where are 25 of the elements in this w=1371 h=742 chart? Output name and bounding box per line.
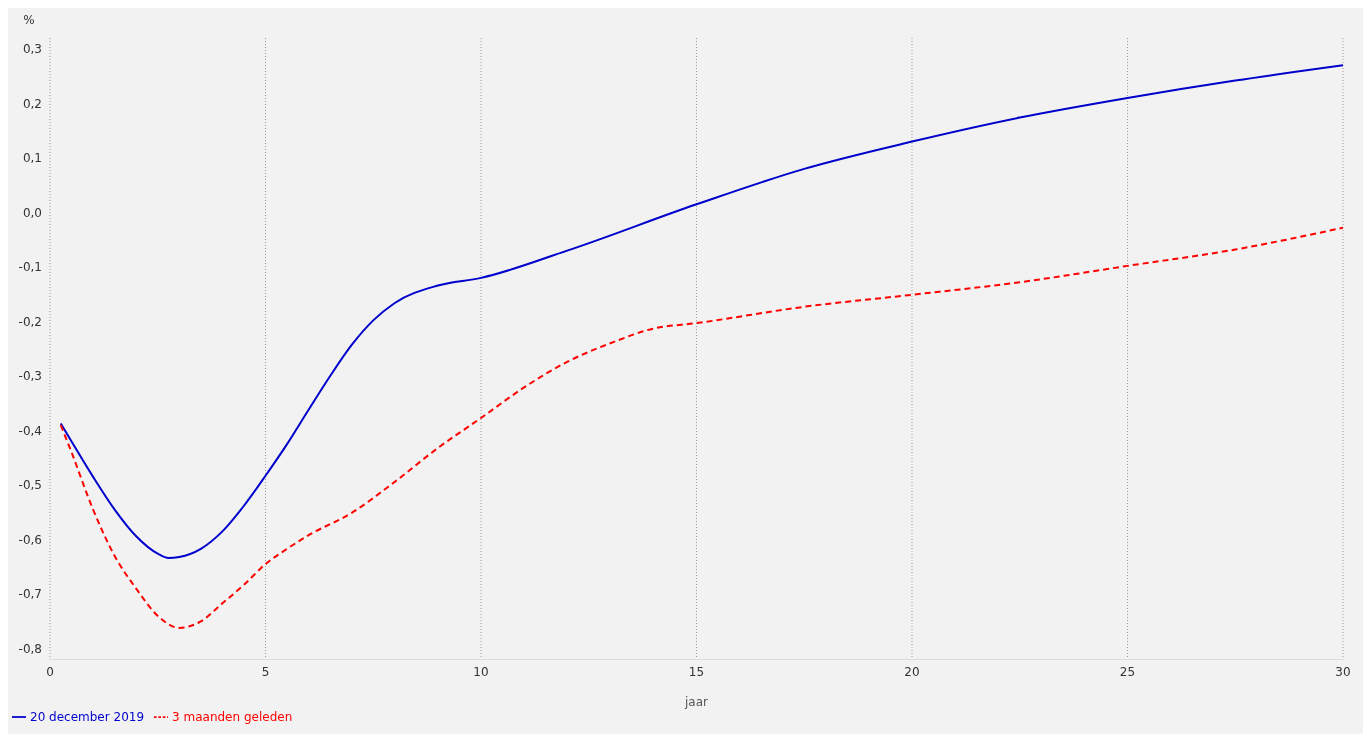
y-tick-label: -0,7 (18, 587, 42, 602)
x-tick-label: 20 (904, 665, 920, 680)
y-tick-label: -0,6 (18, 532, 42, 547)
x-tick-label: 10 (473, 665, 489, 680)
line-series (59, 64, 1343, 560)
y-tick-label: -0,4 (18, 423, 42, 438)
x-tick-label: 30 (1335, 665, 1351, 680)
legend-label: 3 maanden geleden (172, 709, 293, 724)
y-tick-label: 0,0 (22, 205, 42, 220)
x-tick-label: 0 (46, 665, 54, 680)
x-axis-title: jaar (684, 694, 709, 709)
y-tick-label: 0,2 (22, 96, 42, 111)
y-tick-label: 0,1 (22, 151, 42, 166)
x-tick-label: 25 (1119, 665, 1136, 680)
legend-label: 20 december 2019 (30, 709, 145, 724)
y-tick-label: 0,3 (22, 42, 42, 57)
y-tick-label: -0,8 (18, 641, 42, 656)
x-tick-label: 15 (688, 665, 705, 680)
y-tick-label: -0,3 (18, 369, 42, 384)
y-tick-label: -0,1 (18, 260, 42, 275)
y-tick-label: -0,2 (18, 314, 42, 329)
y-tick-label: -0,5 (18, 478, 42, 493)
y-axis-title: % (23, 13, 35, 27)
line-series (59, 226, 1343, 629)
x-tick-label: 5 (261, 665, 270, 680)
